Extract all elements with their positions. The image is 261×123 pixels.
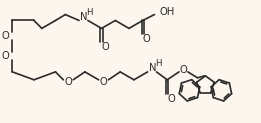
Text: O: O bbox=[64, 77, 72, 87]
Text: H: H bbox=[87, 8, 93, 17]
Text: O: O bbox=[102, 42, 109, 52]
Text: O: O bbox=[100, 77, 108, 87]
Text: OH: OH bbox=[159, 7, 175, 17]
Text: O: O bbox=[179, 65, 187, 75]
Text: O: O bbox=[167, 94, 175, 104]
Text: O: O bbox=[2, 31, 9, 41]
Text: O: O bbox=[2, 51, 9, 61]
Text: H: H bbox=[155, 60, 162, 69]
Text: N: N bbox=[149, 63, 156, 73]
Text: O: O bbox=[143, 34, 151, 44]
Text: N: N bbox=[80, 12, 88, 22]
